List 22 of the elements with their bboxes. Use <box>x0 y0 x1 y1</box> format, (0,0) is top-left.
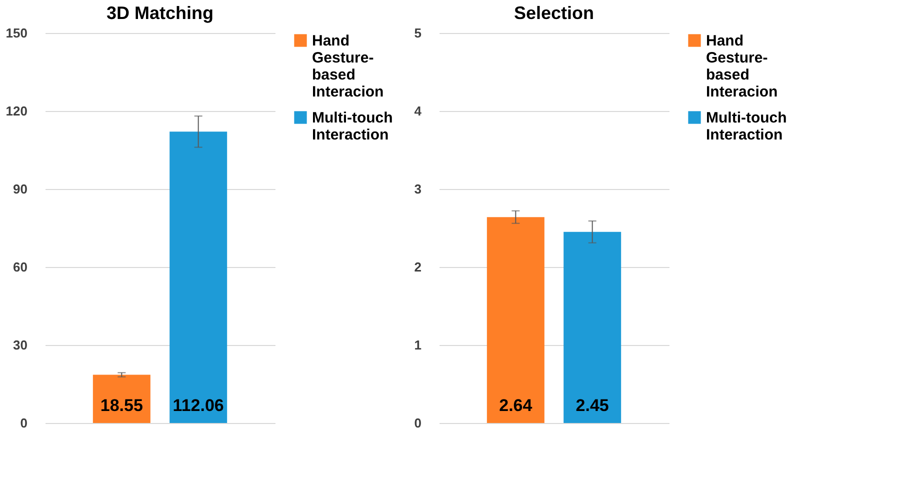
legend-label: Hand Gesture-based Interacion <box>312 32 384 100</box>
legend-label: Multi-touch Interaction <box>312 110 393 144</box>
data-label: 112.06 <box>172 396 224 415</box>
y-tick-label: 3 <box>414 182 422 196</box>
y-tick-label: 90 <box>13 182 28 196</box>
legend-label: Hand Gesture-based Interacion <box>706 32 778 100</box>
y-tick-label: 2 <box>414 260 422 274</box>
data-label: 18.55 <box>100 396 143 415</box>
y-tick-label: 0 <box>20 416 28 430</box>
y-tick-label: 60 <box>13 260 28 274</box>
chart-title: Selection <box>514 3 594 23</box>
y-tick-label: 5 <box>414 26 422 40</box>
data-label: 2.45 <box>576 396 609 415</box>
legend-label: Multi-touch Interaction <box>706 110 787 144</box>
data-label: 2.64 <box>499 396 533 415</box>
chart-title: 3D Matching <box>106 3 214 23</box>
y-tick-label: 1 <box>414 338 422 352</box>
y-tick-label: 0 <box>414 416 422 430</box>
y-tick-label: 150 <box>6 26 28 40</box>
y-tick-label: 30 <box>13 338 28 352</box>
y-tick-label: 120 <box>6 104 28 118</box>
y-tick-label: 4 <box>414 104 422 118</box>
